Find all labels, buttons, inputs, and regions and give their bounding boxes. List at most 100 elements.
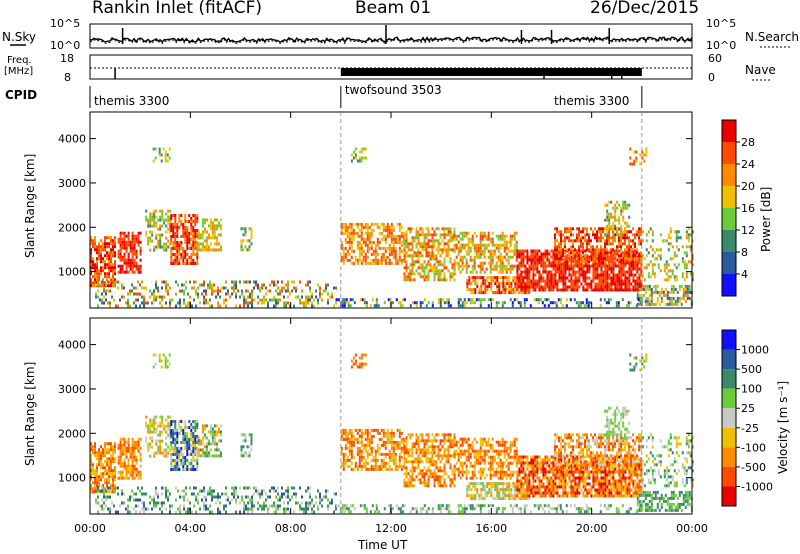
echo-cell [205, 242, 208, 246]
echo-cell [535, 298, 538, 302]
echo-cell [372, 261, 375, 265]
echo-cell [376, 240, 379, 244]
echo-cell [516, 270, 519, 274]
echo-cell [480, 276, 483, 280]
echo-cell [421, 301, 424, 305]
echo-cell [378, 261, 381, 265]
echo-cell [370, 434, 373, 438]
echo-cell [135, 261, 138, 265]
echo-cell [602, 227, 604, 231]
echo-cell [139, 304, 141, 308]
echo-cell [352, 156, 355, 160]
echo-cell [558, 233, 560, 237]
echo-cell [340, 428, 343, 432]
echo-cell [606, 285, 609, 289]
echo-cell [443, 245, 446, 249]
echo-cell [627, 304, 630, 308]
echo-cell [157, 451, 160, 455]
echo-cell [285, 489, 287, 493]
echo-cell [209, 454, 212, 458]
echo-cell [123, 440, 126, 444]
echo-cell [421, 275, 424, 279]
echo-cell [586, 264, 589, 268]
echo-cell [580, 242, 582, 246]
echo-cell [119, 270, 122, 274]
echo-cell [121, 286, 123, 290]
echo-cell [574, 239, 576, 243]
echo-cell [209, 430, 212, 434]
echo-cell [350, 449, 353, 453]
echo-cell [612, 242, 614, 246]
echo-cell [265, 298, 267, 302]
echo-cell [160, 365, 163, 369]
echo-cell [614, 209, 617, 213]
echo-cell [149, 221, 152, 225]
echo-cell [241, 498, 243, 502]
echo-cell [616, 282, 619, 286]
echo-cell [645, 233, 648, 237]
echo-cell [131, 495, 133, 499]
echo-cell [427, 245, 430, 249]
echo-cell [108, 254, 110, 258]
echo-cell [534, 267, 537, 271]
echo-cell [443, 275, 446, 279]
echo-cell [475, 270, 478, 274]
echo-cell [106, 263, 108, 267]
echo-cell [638, 236, 640, 240]
echo-cell [634, 242, 636, 246]
echo-cell [184, 229, 187, 232]
echo-cell [186, 465, 189, 468]
echo-cell [594, 276, 597, 280]
echo-cell [634, 251, 636, 255]
echo-cell [670, 287, 673, 291]
echo-cell [194, 447, 197, 450]
echo-cell [534, 249, 537, 253]
echo-cell [196, 241, 199, 244]
echo-cell [586, 282, 589, 286]
echo-cell [96, 245, 98, 249]
echo-cell [610, 227, 613, 231]
echo-cell [143, 507, 145, 511]
echo-cell [427, 275, 430, 279]
echo-cell [474, 276, 477, 280]
echo-cell [90, 254, 92, 258]
echo-cell [137, 440, 140, 444]
echo-cell [176, 262, 179, 265]
echo-cell [104, 466, 106, 470]
echo-cell [659, 257, 662, 261]
echo-cell [362, 455, 365, 459]
echo-cell [261, 504, 263, 508]
echo-cell [620, 245, 622, 249]
echo-cell [170, 223, 173, 226]
echo-cell [172, 468, 175, 471]
echo-cell [470, 276, 473, 280]
echo-cell [250, 439, 253, 443]
echo-cell [604, 218, 607, 222]
echo-cell [100, 478, 102, 482]
echo-cell [501, 261, 504, 265]
echo-cell [606, 279, 609, 283]
echo-cell [176, 259, 179, 262]
echo-cell [129, 510, 131, 514]
echo-cell [562, 248, 564, 252]
echo-cell [348, 449, 351, 453]
echo-cell [606, 264, 609, 268]
echo-cell [182, 459, 185, 462]
echo-cell [108, 475, 110, 479]
echo-cell [103, 289, 105, 293]
echo-cell [596, 260, 598, 264]
echo-cell [209, 442, 212, 446]
freq-tick-top: 18 [60, 52, 74, 65]
echo-cell [616, 233, 618, 237]
echo-cell [471, 237, 474, 241]
echo-cell [622, 251, 624, 255]
echo-cell [340, 452, 343, 456]
echo-cell [620, 282, 623, 286]
echo-cell [534, 255, 537, 259]
echo-cell [197, 236, 200, 240]
echo-cell [617, 301, 620, 305]
echo-cell [106, 484, 108, 488]
echo-cell [94, 475, 96, 479]
echo-cell [112, 472, 114, 476]
echo-cell [211, 230, 214, 234]
